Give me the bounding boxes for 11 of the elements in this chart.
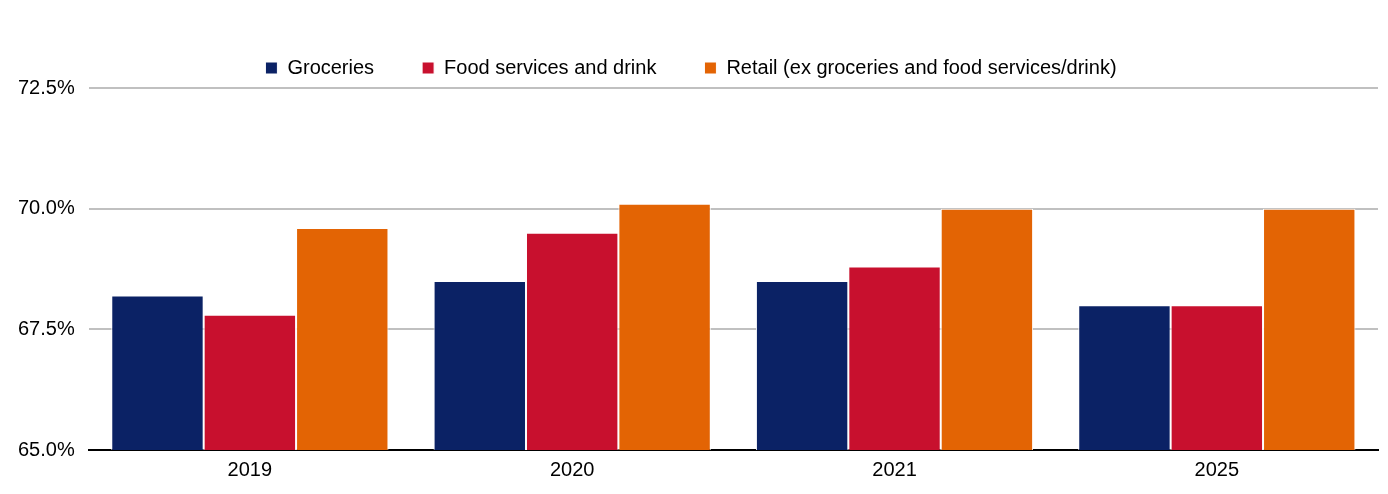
x-tick-label: 2020 <box>549 457 595 480</box>
legend-label: Food services and drink <box>444 55 658 78</box>
x-tick-label: 2025 <box>1194 457 1240 480</box>
y-tick-label: 65.0% <box>17 437 75 460</box>
y-tick-label: 70.0% <box>17 196 75 219</box>
y-tick-label: 72.5% <box>17 75 75 98</box>
legend-label: Groceries <box>287 55 375 78</box>
x-tick-label: 2021 <box>872 457 917 480</box>
y-tick-label: 67.5% <box>17 316 75 339</box>
x-tick-label: 2019 <box>227 457 273 480</box>
legend-label: Retail (ex groceries and food services/drink) <box>726 55 1117 78</box>
